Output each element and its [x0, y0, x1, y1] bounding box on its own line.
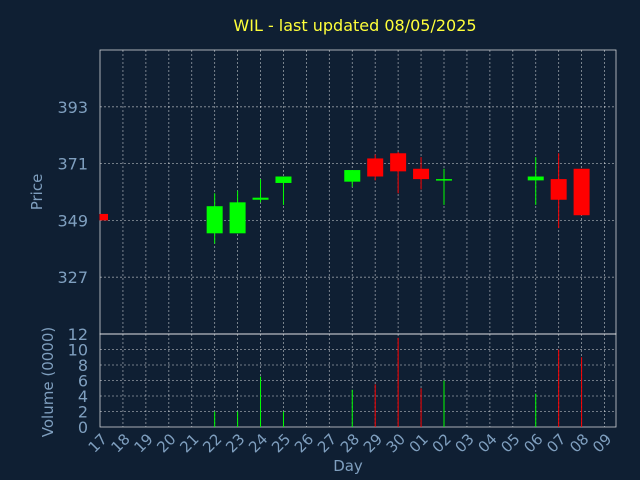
price-axis-label: Price	[28, 174, 46, 211]
candles	[99, 151, 590, 244]
x-tick-label: 09	[589, 430, 615, 456]
volume-tick-label: 12	[68, 325, 88, 344]
candle-body	[367, 158, 384, 177]
volume-panel-frame	[99, 333, 617, 428]
x-axis-label: Day	[333, 457, 363, 475]
price-tick-label: 349	[57, 211, 88, 230]
candle-body	[229, 202, 246, 234]
candle-body	[573, 168, 590, 216]
volume-bars	[214, 337, 583, 427]
price-grid	[100, 50, 616, 334]
volume-tick-label: 0	[78, 418, 88, 437]
candle-body	[550, 179, 567, 200]
volume-tick-label: 10	[68, 341, 88, 360]
candle-body	[100, 213, 108, 221]
candle-body	[436, 179, 452, 181]
price-tick-label: 393	[57, 98, 88, 117]
volume-tick-label: 2	[78, 403, 88, 422]
price-y-ticks: 327 349 371 393	[57, 98, 88, 287]
x-ticks: 1718192021222324252627282930010203040506…	[85, 430, 616, 456]
volume-tick-label: 8	[78, 356, 88, 375]
chart-title: WIL - last updated 08/05/2025	[233, 16, 476, 35]
candle-body	[206, 206, 223, 234]
candle-body	[252, 197, 269, 200]
volume-grid	[100, 334, 616, 427]
price-panel-frame	[99, 49, 617, 335]
volume-axis-label: Volume (0000)	[39, 327, 57, 437]
volume-tick-label: 6	[78, 372, 88, 391]
price-tick-label: 327	[57, 268, 88, 287]
candle-body	[527, 176, 544, 181]
candle-body	[413, 168, 430, 180]
price-tick-label: 371	[57, 155, 88, 174]
candle-body	[390, 153, 407, 172]
volume-tick-label: 4	[78, 387, 88, 406]
candle-body	[344, 170, 361, 182]
candle-body	[275, 176, 292, 183]
